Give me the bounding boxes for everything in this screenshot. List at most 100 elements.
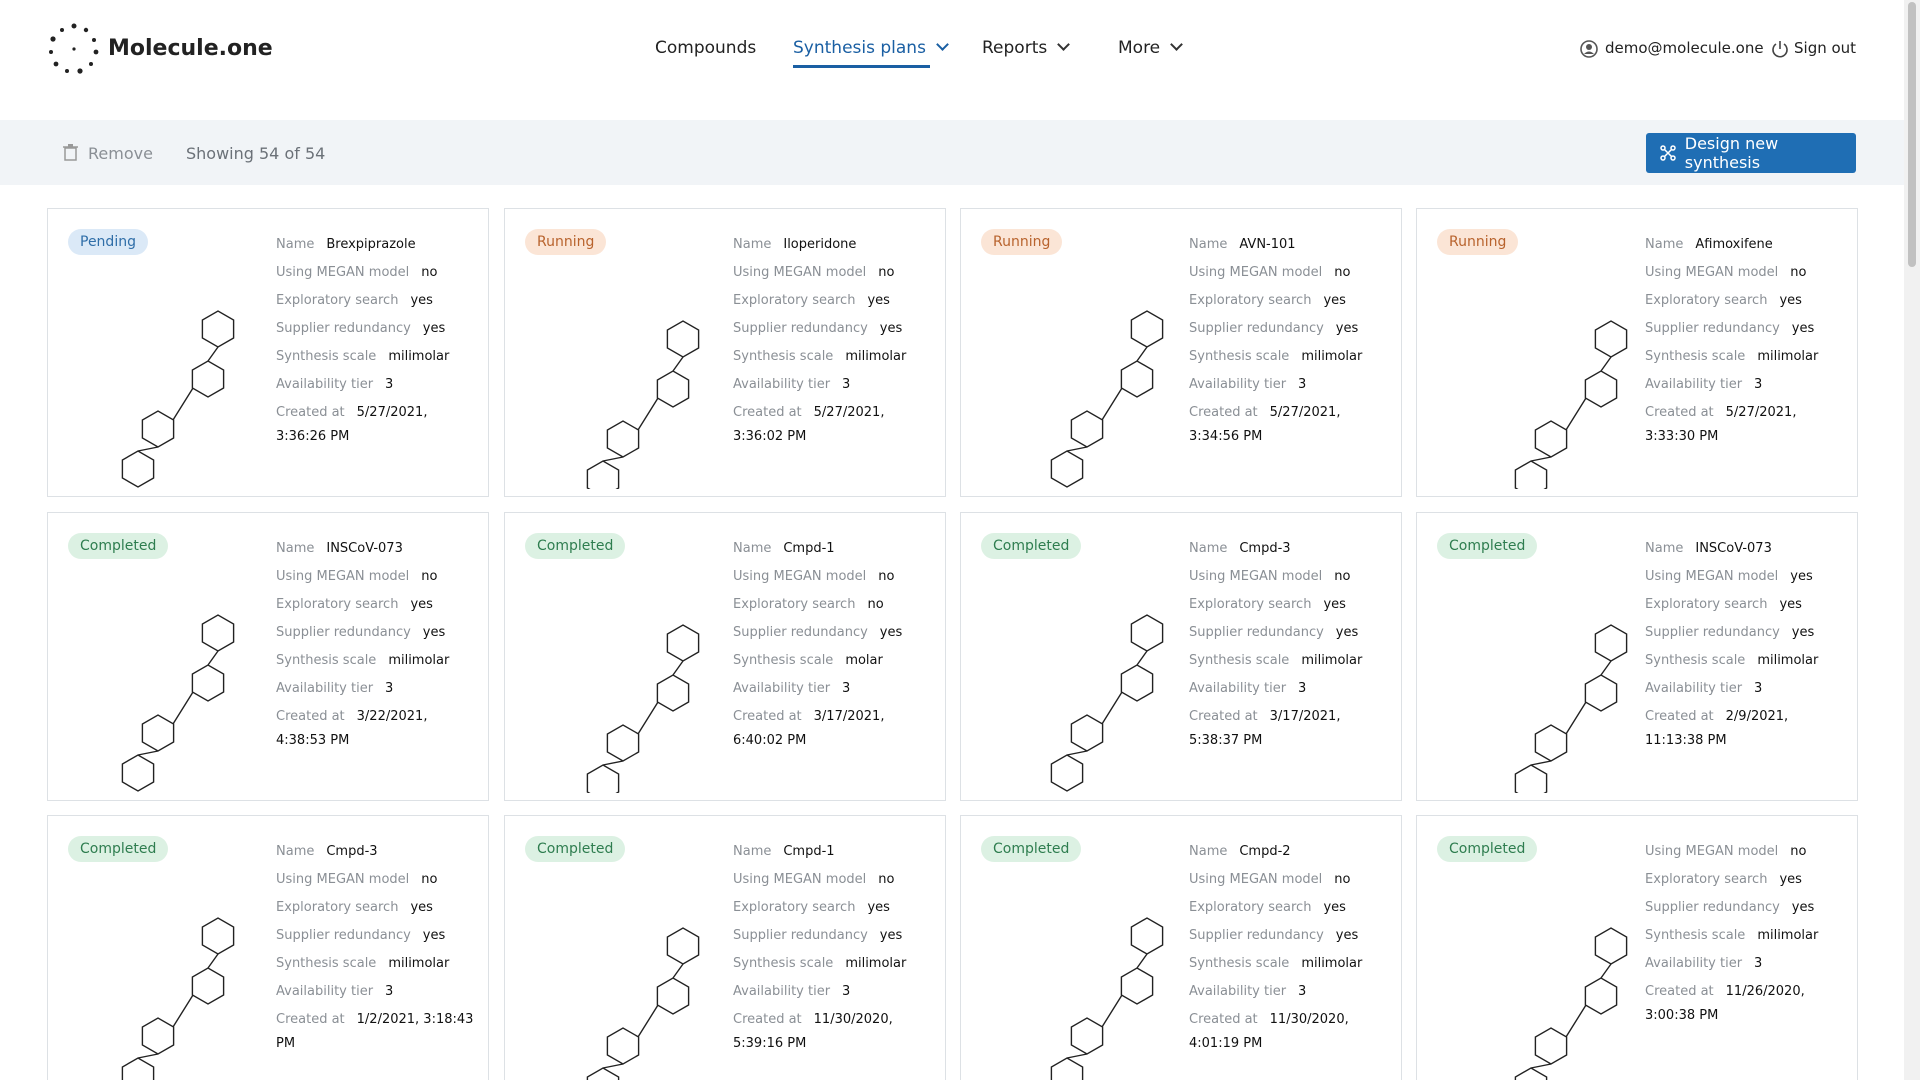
status-badge: Running [1437,229,1519,255]
nav-label: Reports [982,38,1048,58]
design-button[interactable]: Design new synthesis [1646,133,1856,173]
detail-value: Cmpd-3 [1239,541,1291,556]
detail-label: Availability tier [733,681,831,696]
detail-label: Using MEGAN model [733,872,867,887]
detail-row: Availability tier 3 [1189,980,1389,1004]
detail-label: Name [1645,541,1684,556]
detail-label: Synthesis scale [1189,349,1290,364]
detail-row: Name AVN-101 [1189,233,1389,257]
bonds [1050,614,1164,792]
detail-label: Supplier redundancy [1645,900,1780,915]
logo [49,23,99,74]
detail-value: no [1334,265,1351,280]
synthesis-card[interactable]: Running Name Iloperidone Using MEGAN model n… [504,208,946,497]
synthesis-card[interactable]: Completed Name Cmpd-3 Using MEGAN model no Ex… [960,512,1402,801]
detail-value: 3 [385,377,394,392]
detail-value: yes [422,321,446,336]
detail-label: Name [1645,237,1684,252]
synthesis-card[interactable]: Pending Name Brexpiprazole Using MEGAN mode… [47,208,489,497]
detail-label: Using MEGAN model [276,872,410,887]
detail-label: Synthesis scale [1645,653,1746,668]
detail-value: Afimoxifene [1695,237,1773,252]
detail-label: Name [276,844,315,859]
synthesis-card[interactable]: Running Name AVN-101 Using MEGAN model no Exp… [960,208,1402,497]
sign-out[interactable]: Sign out [1794,39,1857,57]
detail-row: Synthesis scale milimolar [276,649,476,673]
status-badge: Completed [68,533,169,559]
detail-value: Cmpd-3 [326,844,378,859]
card-details: Name INSCoV-073 Using MEGAN model no Explora… [276,537,476,757]
scrollbar-thumb[interactable] [1908,2,1916,267]
detail-value: yes [410,597,433,612]
detail-value: 2/9/2021, 11:13:38 PM [1645,709,1789,748]
detail-value: no [421,265,438,280]
detail-value: no [1334,569,1351,584]
status-badge: Completed [981,533,1082,559]
chevron [936,38,949,51]
detail-value: 3 [385,984,394,999]
detail-row: Availability tier 3 [1189,677,1389,701]
detail-value: 3/17/2021, 6:40:02 PM [733,709,885,748]
nav-item[interactable]: More [1118,38,1184,58]
detail-row: Synthesis scale milimolar [733,952,933,976]
user-email[interactable]: demo@molecule.one [1605,39,1764,57]
detail-label: Name [1189,541,1228,556]
detail-row: Exploratory search yes [733,289,933,313]
nav-item[interactable]: Compounds [655,38,757,58]
status-badge: Completed [1437,836,1538,862]
synthesis-card[interactable]: Completed Name Cmpd-1 Using MEGAN model no Ex… [504,512,946,801]
detail-value: yes [867,293,890,308]
detail-row: Name Cmpd-3 [1189,537,1389,561]
detail-value: milimolar [845,349,907,364]
detail-label: Using MEGAN model [276,265,410,280]
detail-label: Availability tier [733,984,831,999]
molecule-structure [121,310,235,488]
detail-value: yes [1791,321,1815,336]
detail-label: Exploratory search [1645,872,1768,887]
remove-button[interactable]: Remove [88,144,153,163]
card-details: Name Cmpd-3 Using MEGAN model no Exploratory… [1189,537,1389,757]
detail-label: Synthesis scale [276,956,377,971]
detail-value: yes [1335,321,1359,336]
detail-label: Exploratory search [276,900,399,915]
card-details: Name Iloperidone Using MEGAN model no Explor… [733,233,933,453]
detail-value: no [867,597,884,612]
detail-label: Synthesis scale [733,956,834,971]
detail-label: Synthesis scale [733,349,834,364]
detail-label: Availability tier [1645,681,1743,696]
detail-value: 5/27/2021, 3:36:02 PM [733,405,885,444]
synthesis-card[interactable]: Running Name Afimoxifene Using MEGAN model n… [1416,208,1858,497]
detail-label: Exploratory search [1645,597,1768,612]
synthesis-card[interactable]: Completed Name Cmpd-3 Using MEGAN model no Ex… [47,815,489,1080]
nav-item-active[interactable]: Synthesis plans [793,38,949,58]
detail-value: no [878,265,895,280]
nav-item[interactable]: Reports [982,38,1071,58]
detail-label: Exploratory search [1189,900,1312,915]
detail-row: Exploratory search yes [733,896,933,920]
detail-label: Availability tier [1189,377,1287,392]
detail-label: Created at [276,709,345,724]
detail-row: Name INSCoV-073 [276,537,476,561]
detail-label: Exploratory search [1645,293,1768,308]
synthesis-card[interactable]: Completed Name Cmpd-1 Using MEGAN model no Ex… [504,815,946,1080]
detail-label: Synthesis scale [1645,349,1746,364]
brand[interactable]: Molecule.one [108,36,273,61]
synthesis-card[interactable]: Completed Name INSCoV-073 Using MEGAN model… [1416,512,1858,801]
detail-label: Availability tier [276,377,374,392]
detail-row: Exploratory search no [733,593,933,617]
detail-label: Supplier redundancy [276,321,411,336]
detail-row: Using MEGAN model yes [1645,565,1845,589]
molecule-structure [121,614,235,792]
synthesis-card[interactable]: Completed Using MEGAN model no Exploratory … [1416,815,1858,1080]
detail-label: Availability tier [1645,956,1743,971]
bonds [1514,927,1628,1080]
synthesis-card[interactable]: Completed Name INSCoV-073 Using MEGAN model… [47,512,489,801]
bonds [586,624,700,793]
synthesis-card[interactable]: Completed Name Cmpd-2 Using MEGAN model no Ex… [960,815,1402,1080]
detail-label: Created at [1645,984,1714,999]
detail-row: Synthesis scale milimolar [276,952,476,976]
detail-row: Synthesis scale milimolar [276,345,476,369]
showing-count: Showing 54 of 54 [186,144,326,163]
active-underline [793,65,930,68]
card-details: Name AVN-101 Using MEGAN model no Explorator… [1189,233,1389,453]
